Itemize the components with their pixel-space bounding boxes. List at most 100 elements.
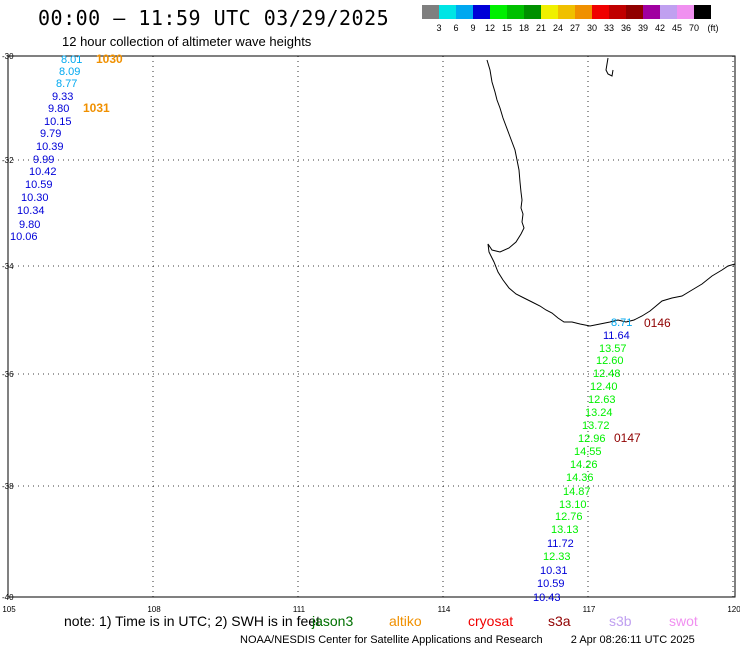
colorbar-tick-label: 36 (621, 23, 631, 33)
wave-height-label: 11.64 (603, 330, 630, 342)
lat-label: -38 (2, 482, 14, 491)
satellite-legend-altiko: altiko (389, 613, 422, 629)
colorbar-legend: 3 6 9 12 15 18 21 24 27 30 33 36 39 42 45 70 (ft) (422, 5, 719, 33)
satellite-legend-s3b: s3b (609, 613, 632, 629)
wave-height-label: 10.59 (537, 578, 565, 590)
wave-height-label: 14.26 (570, 459, 598, 471)
lat-label: -32 (2, 156, 14, 165)
wave-height-label: 13.57 (599, 343, 627, 355)
colorbar-tick-label: 70 (689, 23, 699, 33)
wave-height-label: 10.42 (29, 166, 57, 178)
pass-time-label: 1030 (96, 52, 123, 66)
lon-label: 117 (583, 605, 596, 614)
wave-height-label: 10.59 (25, 179, 53, 191)
note-text: note: 1) Time is in UTC; 2) SWH is in fe… (64, 613, 320, 629)
wave-height-label: 12.40 (590, 381, 618, 393)
wave-height-label: 9.80 (19, 219, 40, 231)
colorbar-tick-label: 42 (655, 23, 665, 33)
colorbar-swatch (473, 5, 490, 19)
colorbar-swatch (507, 5, 524, 19)
colorbar-swatch (456, 5, 473, 19)
coastline (486, 59, 736, 327)
satellite-legend-swot: swot (669, 613, 698, 629)
wave-height-label: 9.80 (48, 103, 69, 115)
colorbar-tick-label: 21 (536, 23, 546, 33)
wave-height-label: 10.39 (36, 141, 64, 153)
colorbar-tick-label: 18 (519, 23, 529, 33)
wave-height-label: 12.76 (555, 511, 583, 523)
colorbar-swatch (541, 5, 558, 19)
colorbar-tick-label: 9 (470, 23, 475, 33)
wave-height-label: 12.63 (588, 394, 616, 406)
lat-label: -30 (2, 52, 14, 61)
wave-height-label: 8.09 (59, 66, 80, 78)
wave-height-label: 14.87 (563, 486, 591, 498)
colorbar-tick-label: 45 (672, 23, 682, 33)
wave-height-label: 10.31 (540, 565, 568, 577)
colorbar-swatch (677, 5, 694, 19)
colorbar-tick-label: 33 (604, 23, 614, 33)
lon-label: 111 (293, 605, 306, 614)
colorbar-tick-label: 27 (570, 23, 580, 33)
satellite-legend-jason3: jason3 (312, 613, 354, 629)
wave-height-label: 13.10 (559, 499, 587, 511)
wave-height-label: 8.71 (611, 317, 632, 329)
wave-height-label: 13.72 (582, 420, 610, 432)
wave-height-label: 13.24 (585, 407, 613, 419)
colorbar-swatch (524, 5, 541, 19)
wave-height-label: 10.15 (44, 116, 72, 128)
wave-height-label: 10.30 (21, 192, 49, 204)
colorbar-swatch (694, 5, 711, 19)
colorbar-tick-label: 3 (436, 23, 441, 33)
colorbar-tick-label: 24 (553, 23, 563, 33)
colorbar-swatch (558, 5, 575, 19)
lon-label: 108 (147, 605, 161, 614)
colorbar-tick-label: 15 (502, 23, 512, 33)
coastline-fragment (605, 57, 614, 77)
wave-height-label: 8.01 (61, 54, 82, 66)
lon-label: 114 (438, 605, 451, 614)
colorbar-unit: (ft) (708, 23, 719, 33)
colorbar-swatch (490, 5, 507, 19)
wave-height-label: 12.33 (543, 551, 571, 563)
wave-height-label: 9.79 (40, 128, 61, 140)
wave-height-label: 11.72 (547, 538, 574, 550)
colorbar-swatch (626, 5, 643, 19)
pass-time-label: 0147 (614, 431, 641, 445)
colorbar-tick-label: 30 (587, 23, 597, 33)
wave-height-label: 12.96 (578, 433, 606, 445)
lon-label: 105 (2, 605, 16, 614)
lat-label: -40 (2, 593, 14, 602)
colorbar-swatch (575, 5, 592, 19)
colorbar-swatch (660, 5, 677, 19)
footer-date: 2 Apr 08:26:11 UTC 2025 (570, 634, 695, 646)
colorbar-tick-label: 39 (638, 23, 648, 33)
colorbar-tick-label: 6 (453, 23, 458, 33)
wave-height-label: 8.77 (56, 78, 77, 90)
wave-height-label: 12.48 (593, 368, 621, 380)
wave-height-label: 13.13 (551, 524, 579, 536)
satellite-legend-cryosat: cryosat (468, 613, 514, 629)
pass-time-label: 0146 (644, 316, 671, 330)
footer-credit: NOAA/NESDIS Center for Satellite Applica… (240, 634, 543, 646)
lat-label: -34 (2, 262, 14, 271)
wave-height-label: 14.36 (566, 472, 594, 484)
lat-label: -36 (2, 370, 14, 379)
satellite-legend-s3a: s3a (548, 613, 571, 629)
colorbar-swatch (592, 5, 609, 19)
colorbar-swatch (609, 5, 626, 19)
wave-height-label: 12.60 (596, 355, 624, 367)
colorbar-swatch (439, 5, 456, 19)
wave-height-label: 9.33 (52, 91, 73, 103)
lon-label: 120 (727, 605, 740, 614)
colorbar-swatch (422, 5, 439, 19)
wave-height-label: 10.34 (17, 205, 45, 217)
wave-height-label: 10.06 (10, 231, 38, 243)
wave-height-label: 14.55 (574, 446, 602, 458)
page-subtitle: 12 hour collection of altimeter wave hei… (62, 34, 312, 49)
pass-time-label: 1031 (83, 101, 110, 115)
wave-height-label: 10.43 (533, 592, 561, 604)
page-title: 00:00 – 11:59 UTC 03/29/2025 (38, 6, 390, 30)
wave-height-label: 9.99 (33, 154, 54, 166)
